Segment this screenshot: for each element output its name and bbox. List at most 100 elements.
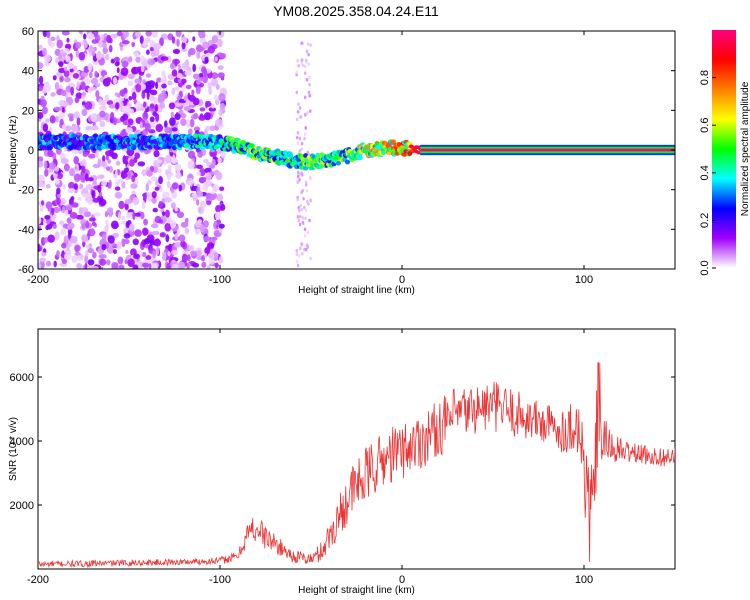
spectrogram-cell [158,176,163,185]
spectrogram-cell [151,262,159,269]
spectrogram-cell [151,191,157,199]
spectrogram-cell [168,243,172,253]
colorbar: 0.0 0.2 0.4 0.6 0.8 Normalized spectral ampl… [699,30,750,276]
spectrogram-cell [145,80,152,87]
spectrogram-cell [127,80,134,87]
spectrogram-cell [174,163,182,173]
spectrogram-cell [60,49,64,56]
spectrogram-cell [73,156,80,165]
spectrogram-cell [69,212,78,219]
spectrogram-cell [192,36,196,42]
spectrogram-cell [75,41,82,49]
spectrogram-ridge-cell [390,139,396,145]
spectrogram-cell [151,31,158,38]
spectrogram-cell [176,211,185,219]
spectrogram-cell [59,118,64,126]
spectrogram-cell [153,238,162,247]
spectrogram-cell [117,211,122,221]
spectrogram-cell [308,75,311,80]
spectrogram-cell [208,86,212,96]
spectrogram-cell [141,227,149,236]
spectrogram-cell [174,86,180,91]
spectrogram-cell [80,173,86,183]
spectrogram-y-axis-label: Frequency (Hz) [8,116,19,185]
spectrogram-cell [105,154,109,161]
spectrogram-cell [44,236,49,244]
spectrogram-cell [196,249,202,258]
spectrogram-cell [147,179,152,185]
spectrogram-cell [53,260,57,268]
x-tick-label: -200 [27,574,49,586]
spectrogram-cell [108,166,114,173]
spectrogram-cell [94,70,98,78]
spectrogram-cell [174,232,179,241]
spectrogram-cell [124,198,132,205]
spectrogram-cell [54,166,60,172]
spectrogram-cell [304,180,308,184]
spectrogram-cell [171,87,176,96]
spectrogram-cell [82,151,89,157]
spectrogram-cell [161,83,167,89]
spectrogram-cell [188,47,196,56]
spectrogram-cell [56,250,60,258]
spectrogram-cell [38,230,41,239]
spectrogram-cell [71,124,79,133]
spectrogram-cell [76,164,80,173]
spectrogram-cell [199,107,206,112]
spectrogram-cell [55,115,59,123]
spectrogram-cell [90,77,99,85]
spectrogram-cell [50,212,57,221]
spectrogram-cell [77,196,82,201]
spectrogram-cell [165,154,173,164]
spectrogram-cell [38,62,44,70]
spectrogram-cell [38,180,43,188]
spectrogram-cell [168,102,176,110]
spectrogram-cell [121,215,126,221]
spectrogram-cell [207,45,216,54]
spectrogram-cell [99,258,107,266]
spectrogram-cell [124,259,128,265]
spectrogram-cell [154,103,159,112]
spectrogram-cell [186,119,191,128]
x-tick-label: 100 [575,274,593,286]
spectrogram-cell [299,203,302,208]
spectrogram-cell [304,58,308,63]
spectrogram-cell [39,257,46,263]
spectrogram-cell [71,149,79,155]
spectrogram-cell [71,202,79,208]
colorbar-gradient [712,30,736,268]
spectrogram-cell [298,222,302,227]
spectrogram-cell [184,70,192,76]
spectrogram-cell [99,110,106,118]
spectrogram-cell [135,83,142,93]
spectrogram-cell [298,106,302,110]
spectrogram-cell [297,254,301,258]
spectrogram-cell [66,37,70,43]
spectrogram-cell [298,136,302,141]
spectrogram-cell [304,208,308,213]
spectrogram-cell [144,122,151,132]
spectrogram-cell [164,209,170,218]
spectrogram-cell [170,219,177,229]
spectrogram-cell [137,161,146,167]
spectrogram-heatmap [38,31,675,269]
spectrogram-cell [164,93,168,100]
spectrogram-cell [300,207,304,212]
spectrogram-cell [144,244,149,249]
spectrogram-cell [188,245,195,251]
y-tick-label: -60 [18,264,34,276]
spectrogram-cell [105,54,110,61]
spectrogram-cell [184,227,190,235]
spectrogram-cell [156,77,162,83]
spectrogram-cell [87,248,94,254]
spectrogram-cell [295,90,299,95]
spectrogram-cell [296,263,300,268]
spectrogram-cell [133,51,139,58]
x-tick-label: 0 [399,574,405,586]
spectrogram-cell [191,262,200,268]
spectrogram-cell [76,81,80,90]
spectrogram-cell [89,86,97,91]
spectrogram-cell [143,192,147,200]
spectrogram-cell [43,160,48,170]
spectrogram-cell [195,164,203,169]
